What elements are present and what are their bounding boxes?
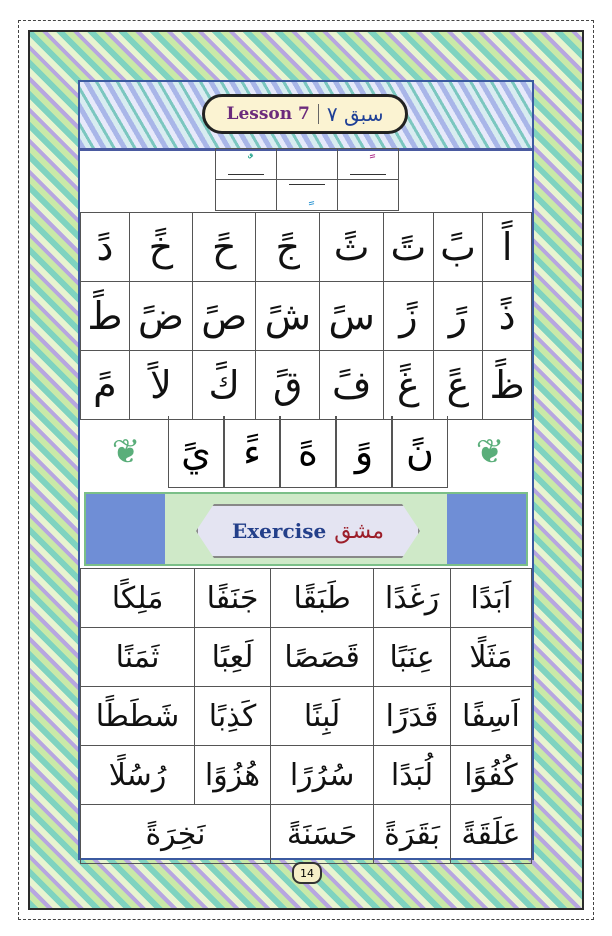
letter-cell: ذً <box>482 281 532 351</box>
words-row: اَبَدًا رَغَدًا طَبَقًا جَنَفًا مَلِكًا <box>79 568 533 628</box>
letter-cell: بً <box>432 212 484 282</box>
dammatain-mark: ٌ <box>228 153 264 175</box>
letter-cell: قً <box>255 350 321 420</box>
letter-cell: طً <box>80 281 130 351</box>
word-cell: لَبِنًا <box>269 686 375 746</box>
letter-cell: يً <box>168 416 224 488</box>
exercise-title-en: Exercise <box>232 519 327 543</box>
letter-cell: فً <box>319 350 385 420</box>
word-cell: كُفُوًا <box>449 745 533 805</box>
word-cell: قَدَرًا <box>373 686 451 746</box>
word-cell: بَقَرَةً <box>373 804 451 864</box>
letter-cell: هً <box>280 416 336 488</box>
letter-cell: حً <box>192 212 257 282</box>
page-tick-border <box>18 20 594 920</box>
letters-grid: اً بً تً ثً جً حً خً دً ذً رً زً سً شً صً ضً طً ظً عً غً فً… <box>80 212 532 420</box>
fathatain-cell: ً <box>337 148 399 180</box>
letter-cell: عً <box>432 350 484 420</box>
word-cell: طَبَقًا <box>269 568 375 628</box>
word-cell: هُزُوًا <box>194 745 271 805</box>
word-cell: مَلِكًا <box>79 568 196 628</box>
word-cell: كَذِبًا <box>194 686 271 746</box>
letter-cell: وً <box>336 416 392 488</box>
words-row: كُفُوًا لُبَدًا سُرُرًا هُزُوًا رُسُلًا <box>79 745 533 805</box>
word-cell: اَسِفًا <box>449 686 533 746</box>
word-cell: قَصَصًا <box>269 627 375 687</box>
lesson-header-banner: Lesson 7 سبق ۷ <box>80 82 532 151</box>
letter-cell: ظً <box>482 350 532 420</box>
word-cell: مَثَلًا <box>449 627 533 687</box>
kasratain-cell: ٍ <box>276 179 338 211</box>
empty-cell <box>215 179 277 211</box>
lesson-title: Lesson 7 سبق ۷ <box>202 94 408 134</box>
ornament-icon: ❦ <box>111 432 141 472</box>
letter-cell: لاً <box>128 350 194 420</box>
exercise-title: Exercise مشق <box>196 504 420 558</box>
harakat-table: ٌ ً ٍ <box>215 148 399 211</box>
word-cell: اَبَدًا <box>449 568 533 628</box>
kasratain-mark: ٍ <box>289 184 325 206</box>
letter-cell: صً <box>192 281 257 351</box>
word-cell: رُسُلًا <box>79 745 196 805</box>
letter-cell: ءً <box>224 416 280 488</box>
words-row: اَسِفًا قَدَرًا لَبِنًا كَذِبًا شَطَطًا <box>79 686 533 746</box>
empty-cell <box>276 148 338 180</box>
page-number: 14 <box>292 862 322 884</box>
words-row: عَلَقَةً بَقَرَةً حَسَنَةً نَخِرَةً <box>80 804 533 864</box>
lesson-page: Lesson 7 سبق ۷ ٌ ً ٍ اًبًتًثًجًحًخًدًذًر… <box>78 80 534 864</box>
words-row: مَثَلًا عِنَبًا قَصَصًا لَعِبًا ثَمَنًا <box>79 627 533 687</box>
exercise-banner: Exercise مشق <box>84 492 528 566</box>
word-cell: شَطَطًا <box>79 686 196 746</box>
ornament-icon: ❦ <box>475 432 505 472</box>
letter-cell: جً <box>255 212 321 282</box>
exercise-grid: اَبَدًا رَغَدًا طَبَقًا جَنَفًا مَلِكًا مَثَل… <box>79 568 533 864</box>
letters-row-4: ❦ نً وً هً ءً يً ❦ <box>80 416 532 488</box>
letter-cell: دً <box>80 212 130 282</box>
word-cell: نَخِرَةً <box>80 804 271 864</box>
letter-cell: شً <box>255 281 321 351</box>
word-cell: عِنَبًا <box>373 627 451 687</box>
letter-cell: كً <box>192 350 257 420</box>
letters-row: اً بً تً ثً جً حً خً دً <box>80 212 532 282</box>
letter-cell: تً <box>383 212 434 282</box>
letters-row: ظً عً غً فً قً كً لاً مً <box>80 350 532 420</box>
dammatain-cell: ٌ <box>215 148 277 180</box>
letter-cell: نً <box>392 416 448 488</box>
lesson-title-en: Lesson 7 <box>227 104 319 124</box>
letter-cell: غً <box>383 350 434 420</box>
word-cell: ثَمَنًا <box>79 627 196 687</box>
letter-cell: ثً <box>319 212 385 282</box>
word-cell: لَعِبًا <box>194 627 271 687</box>
letter-cell: سً <box>319 281 385 351</box>
word-cell: جَنَفًا <box>194 568 271 628</box>
word-cell: رَغَدًا <box>373 568 451 628</box>
word-cell: سُرُرًا <box>269 745 375 805</box>
letter-cell: اً <box>482 212 532 282</box>
word-cell: لُبَدًا <box>373 745 451 805</box>
letter-cell: ضً <box>128 281 194 351</box>
letters-row: ذً رً زً سً شً صً ضً طً <box>80 281 532 351</box>
word-cell: حَسَنَةً <box>269 804 375 864</box>
letter-cell: خً <box>128 212 194 282</box>
lesson-title-ur: سبق ۷ <box>326 102 384 126</box>
exercise-title-ur: مشق <box>334 518 384 544</box>
letter-cell: زً <box>383 281 434 351</box>
fathatain-mark: ً <box>350 153 386 175</box>
letter-cell: مً <box>80 350 130 420</box>
empty-cell <box>337 179 399 211</box>
word-cell: عَلَقَةً <box>449 804 533 864</box>
letter-cell: رً <box>432 281 484 351</box>
